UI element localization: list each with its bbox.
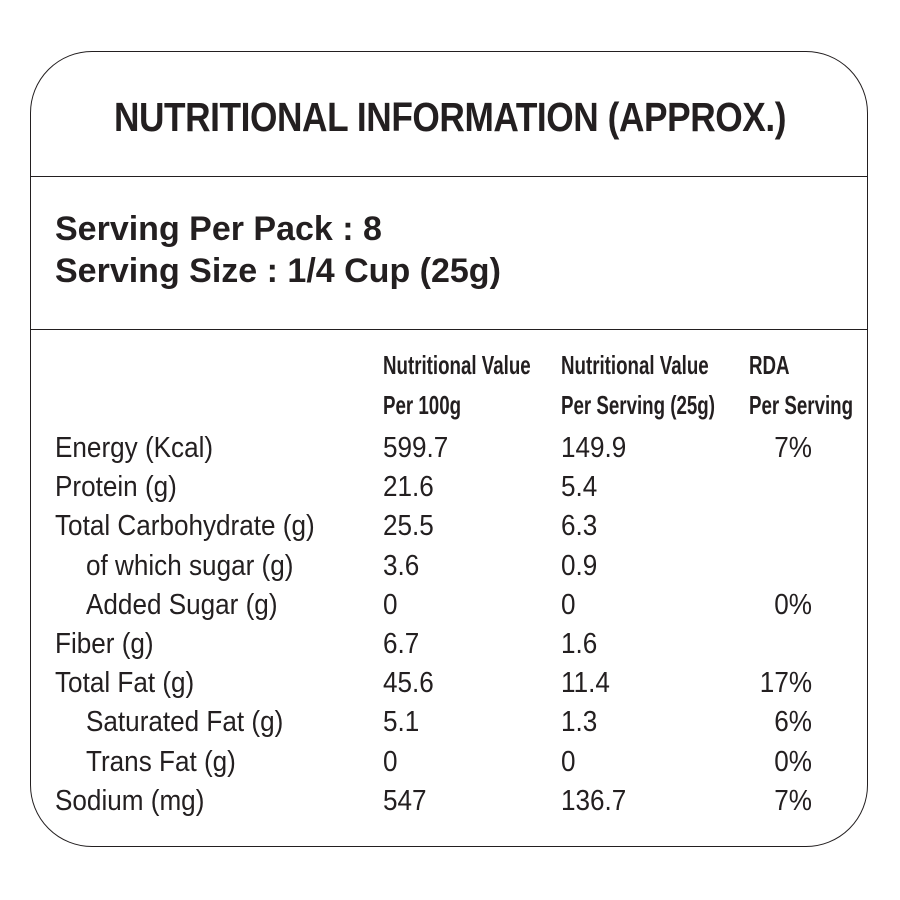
nutrient-name: Trans Fat (g) <box>86 745 236 778</box>
column-header-per-100g: Nutritional Value Per 100g <box>383 345 531 425</box>
value-per-serving: 149.9 <box>561 432 627 464</box>
nutrient-name: Energy (Kcal) <box>55 432 214 464</box>
value-per-serving: 6.3 <box>561 510 598 543</box>
value-rda: 17% <box>759 667 812 700</box>
nutrient-name: Sodium (mg) <box>55 784 205 817</box>
table-row: Total Fat (g) 45.6 11.4 17% <box>0 663 900 703</box>
value-per-100g: 6.7 <box>383 628 420 660</box>
table-row: of which sugar (g) 3.6 0.9 <box>0 546 900 586</box>
table-row: Added Sugar (g) 0 0 0% <box>0 585 900 625</box>
column-header-per-serving: Nutritional Value Per Serving (25g) <box>561 345 715 425</box>
column-header-per-serving-line2: Per Serving (25g) <box>561 390 715 420</box>
value-per-100g: 45.6 <box>383 667 434 700</box>
table-row: Protein (g) 21.6 5.4 <box>0 467 900 507</box>
value-per-serving: 5.4 <box>561 471 598 504</box>
table-row: Trans Fat (g) 0 0 0% <box>0 742 900 782</box>
nutrient-name: Fiber (g) <box>55 628 154 660</box>
value-rda: 7% <box>774 432 812 464</box>
value-per-100g: 21.6 <box>383 471 434 504</box>
value-rda: 7% <box>774 784 812 817</box>
value-per-100g: 599.7 <box>383 432 449 464</box>
nutrient-name: of which sugar (g) <box>86 549 294 582</box>
value-per-100g: 3.6 <box>383 549 420 582</box>
value-rda: 0% <box>774 745 812 778</box>
table-row: Total Carbohydrate (g) 25.5 6.3 <box>0 506 900 546</box>
value-per-serving: 1.6 <box>561 628 598 660</box>
value-per-100g: 25.5 <box>383 510 434 543</box>
value-per-serving: 1.3 <box>561 706 598 739</box>
value-per-serving: 11.4 <box>561 667 610 700</box>
value-rda: 6% <box>774 706 812 739</box>
value-per-100g: 5.1 <box>383 706 420 739</box>
value-per-100g: 547 <box>383 784 427 817</box>
column-header-per-100g-line1: Nutritional Value <box>383 350 531 380</box>
table-row: Energy (Kcal) 599.7 149.9 7% <box>0 428 900 468</box>
column-header-rda-line1: RDA <box>749 350 790 380</box>
nutrient-name: Added Sugar (g) <box>86 588 278 621</box>
page-title: NUTRITIONAL INFORMATION (APPROX.) <box>113 94 787 140</box>
table-row: Fiber (g) 6.7 1.6 <box>0 624 900 664</box>
value-per-serving: 0 <box>561 588 576 621</box>
title-divider <box>30 176 868 177</box>
value-per-serving: 0.9 <box>561 549 598 582</box>
table-row: Sodium (mg) 547 136.7 7% <box>0 781 900 821</box>
nutrient-name: Total Fat (g) <box>55 667 195 700</box>
value-per-100g: 0 <box>383 588 398 621</box>
value-per-100g: 0 <box>383 745 398 778</box>
nutrient-name: Total Carbohydrate (g) <box>55 510 315 543</box>
value-rda: 0% <box>774 588 812 621</box>
nutrition-panel <box>30 51 868 847</box>
value-per-serving: 136.7 <box>561 784 627 817</box>
serving-size: Serving Size : 1/4 Cup (25g) <box>55 252 501 290</box>
nutrient-name: Saturated Fat (g) <box>86 706 284 739</box>
column-header-per-serving-line1: Nutritional Value <box>561 350 709 380</box>
value-per-serving: 0 <box>561 745 576 778</box>
serving-divider <box>30 329 868 330</box>
table-row: Saturated Fat (g) 5.1 1.3 6% <box>0 702 900 742</box>
serving-per-pack: Serving Per Pack : 8 <box>55 210 382 248</box>
column-header-rda-line2: Per Serving <box>749 390 854 420</box>
nutrient-name: Protein (g) <box>55 471 177 504</box>
column-header-per-100g-line2: Per 100g <box>383 390 462 420</box>
column-header-rda: RDA Per Serving <box>749 345 853 425</box>
